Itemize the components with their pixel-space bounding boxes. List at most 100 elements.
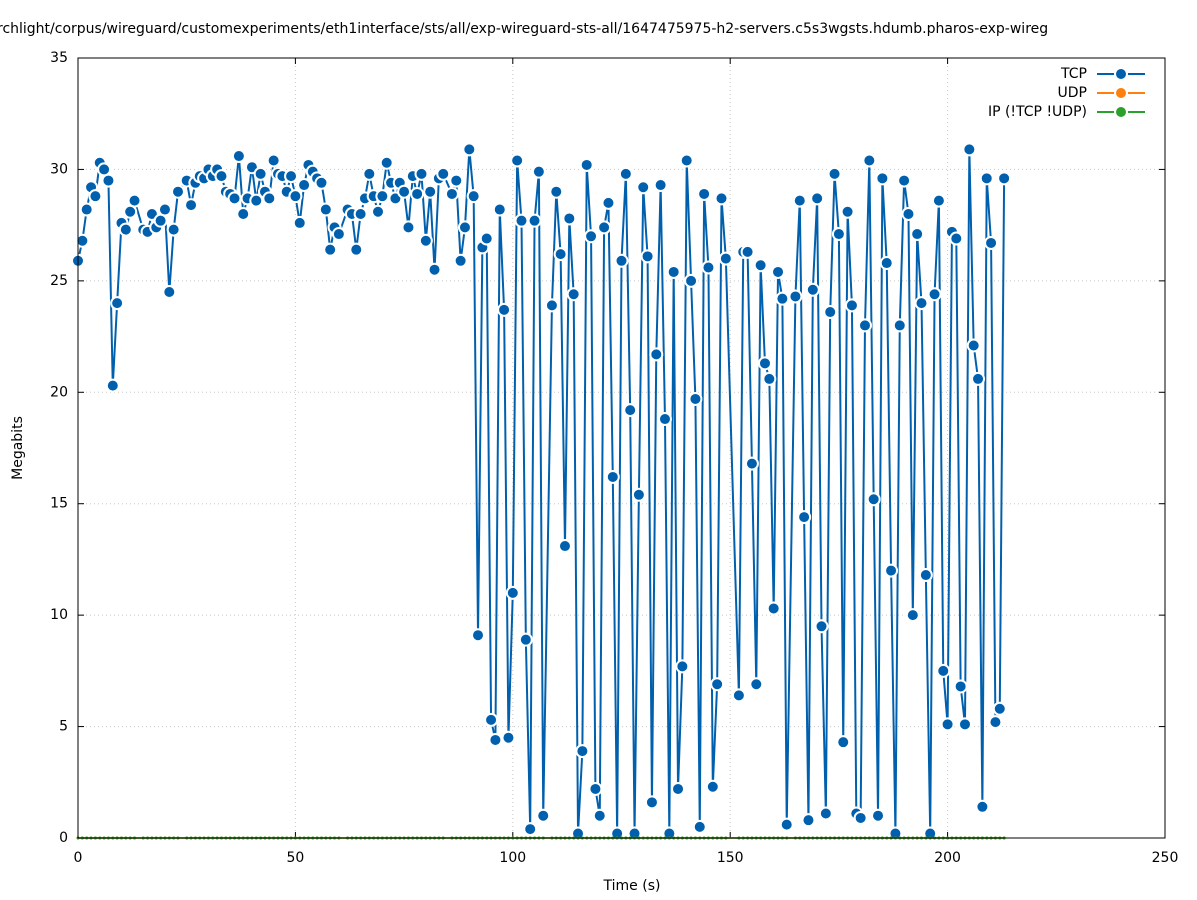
data-point <box>931 193 946 208</box>
x-tick-label: 100 <box>499 850 526 866</box>
data-point <box>292 215 307 230</box>
data-point <box>923 826 938 841</box>
data-point <box>262 191 277 206</box>
data-point <box>514 213 529 228</box>
x-tick-label: 200 <box>934 850 961 866</box>
data-point <box>584 229 599 244</box>
data-point <box>692 819 707 834</box>
data-point <box>171 184 186 199</box>
data-point <box>844 298 859 313</box>
data-point <box>323 242 338 257</box>
data-point <box>662 826 677 841</box>
data-point <box>871 808 886 823</box>
y-tick-label: 35 <box>50 50 68 66</box>
x-axis-label: Time (s) <box>603 878 661 894</box>
data-point <box>866 492 881 507</box>
data-point <box>897 173 912 188</box>
x-tick-label: 0 <box>74 850 83 866</box>
data-point <box>118 222 133 237</box>
data-point <box>518 632 533 647</box>
data-point <box>962 142 977 157</box>
data-point <box>744 456 759 471</box>
data-point <box>701 260 716 275</box>
data-point <box>601 195 616 210</box>
data-point <box>266 153 281 168</box>
data-point <box>353 207 368 221</box>
data-point <box>805 282 820 297</box>
data-point <box>592 808 607 823</box>
data-point <box>157 202 172 217</box>
data-point <box>505 585 520 600</box>
data-point <box>297 178 312 193</box>
data-point <box>857 318 872 333</box>
data-point <box>992 701 1007 716</box>
grid: 0 50 100 150 200 250 0 5 10 15 20 25 30 35 <box>50 50 1178 866</box>
data-point <box>688 391 703 406</box>
data-point <box>953 679 968 694</box>
data-point <box>710 677 725 692</box>
data-point <box>444 186 459 201</box>
data-point <box>471 628 486 643</box>
plot-frame <box>77 57 1166 839</box>
data-point <box>236 207 251 221</box>
data-point <box>497 302 512 317</box>
data-point <box>453 253 468 268</box>
data-point <box>101 173 116 188</box>
data-point <box>79 202 94 217</box>
data-point <box>640 249 655 264</box>
data-point <box>888 826 903 841</box>
data-point <box>284 169 299 184</box>
data-point <box>462 142 477 157</box>
data-point <box>531 164 546 179</box>
data-point <box>814 619 829 634</box>
data-point <box>523 822 538 837</box>
data-point <box>623 403 638 418</box>
data-point <box>410 186 425 201</box>
data-point <box>488 732 503 747</box>
data-point <box>484 712 499 727</box>
legend-marker <box>1114 67 1128 81</box>
data-point <box>414 166 429 181</box>
data-point <box>875 171 890 186</box>
data-point <box>318 202 333 217</box>
data-point <box>757 356 772 371</box>
data-point <box>575 744 590 759</box>
data-point <box>988 715 1003 730</box>
data-point <box>975 799 990 814</box>
legend-marker <box>1114 86 1128 100</box>
data-point <box>75 233 90 248</box>
data-point <box>614 253 629 268</box>
data-point <box>910 227 925 242</box>
y-tick-label: 5 <box>59 719 68 735</box>
data-point <box>684 273 699 288</box>
data-point <box>249 193 264 208</box>
data-point <box>762 371 777 386</box>
data-point <box>797 510 812 525</box>
data-point <box>371 204 386 219</box>
data-point <box>492 202 507 217</box>
data-point <box>905 608 920 623</box>
data-point <box>653 178 668 193</box>
data-point <box>966 338 981 353</box>
data-point <box>627 826 642 841</box>
data-point <box>401 220 416 235</box>
data-point <box>162 285 177 299</box>
data-point <box>657 412 672 427</box>
data-point <box>749 677 764 692</box>
data-point <box>827 166 842 181</box>
data-point <box>853 810 868 825</box>
data-point <box>571 826 586 841</box>
data-point <box>792 193 807 208</box>
data-point <box>697 186 712 201</box>
data-point <box>636 180 651 195</box>
data-point <box>936 663 951 678</box>
data-point <box>544 298 559 313</box>
legend: TCP UDP IP (!TCP !UDP) <box>988 66 1145 120</box>
data-point <box>884 563 899 578</box>
data-point <box>779 817 794 832</box>
data-point <box>740 244 755 259</box>
data-point <box>675 659 690 674</box>
data-point <box>527 213 542 228</box>
